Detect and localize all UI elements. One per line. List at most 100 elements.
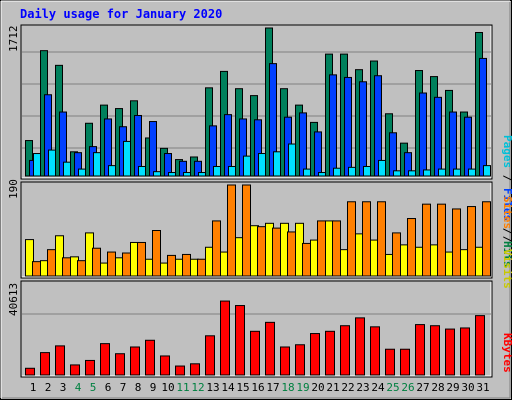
legend-mid: Sites / Visits [501, 196, 512, 289]
bar-sites-day-3 [62, 257, 71, 277]
x-tick-label: 30 [461, 381, 474, 394]
bar-sites-day-2 [47, 249, 56, 277]
bar-sites-day-11 [182, 253, 191, 277]
bar-kbytes-day-17 [265, 321, 275, 376]
bar-sites-day-12 [197, 258, 206, 277]
bar-sites-day-4 [77, 260, 86, 277]
bar-files-day-27 [419, 92, 427, 177]
bar-sites-day-10 [167, 254, 176, 277]
bar-sites-day-28 [437, 203, 446, 277]
x-tick-label: 8 [135, 381, 142, 394]
legend-top: Pages / Files / Hits [501, 135, 512, 268]
bar-sites-day-5 [92, 247, 101, 277]
bar-kbytes-day-5 [85, 359, 95, 376]
bars-layer [22, 27, 491, 376]
bar-pages-day-12 [198, 172, 206, 177]
x-tick-label: 12 [191, 381, 204, 394]
bar-kbytes-day-7 [115, 353, 125, 376]
x-tick-label: 18 [281, 381, 294, 394]
x-tick-label: 6 [105, 381, 112, 394]
legend-visits: Visits [501, 249, 512, 289]
bar-kbytes-day-6 [100, 343, 110, 376]
bar-files-day-28 [434, 96, 442, 177]
bar-pages-day-23 [363, 165, 371, 177]
bar-kbytes-day-13 [205, 335, 215, 376]
bar-sites-day-1 [32, 261, 41, 277]
bar-files-day-23 [359, 81, 367, 177]
bar-pages-day-24 [378, 159, 386, 177]
bar-pages-day-11 [183, 172, 191, 177]
bar-kbytes-day-27 [415, 324, 425, 376]
bar-sites-day-22 [347, 201, 356, 277]
x-tick-label: 7 [120, 381, 127, 394]
x-tick-label: 16 [251, 381, 264, 394]
bar-kbytes-day-31 [475, 315, 485, 376]
bar-kbytes-day-20 [310, 333, 320, 376]
bar-pages-day-7 [123, 140, 131, 177]
bar-pages-day-22 [348, 166, 356, 177]
x-tick-label: 22 [341, 381, 354, 394]
chart-title: Daily usage for January 2020 [20, 7, 222, 21]
x-tick-label: 14 [221, 381, 235, 394]
bar-pages-day-17 [273, 151, 281, 177]
bar-kbytes-day-18 [280, 346, 290, 376]
bar-sites-day-21 [332, 220, 341, 277]
bar-kbytes-day-28 [430, 325, 440, 376]
bar-pages-day-4 [78, 168, 86, 177]
bar-pages-day-16 [258, 153, 266, 177]
x-tick-label: 24 [371, 381, 385, 394]
bar-files-day-31 [479, 57, 487, 177]
bar-pages-day-9 [153, 171, 161, 177]
bar-kbytes-day-8 [130, 346, 140, 376]
x-tick-label: 2 [45, 381, 52, 394]
y-max-label-top: 1712 [7, 26, 20, 53]
x-tick-label: 4 [75, 381, 82, 394]
x-tick-label: 9 [150, 381, 157, 394]
bar-kbytes-day-3 [55, 345, 65, 376]
bar-kbytes-day-29 [445, 328, 455, 376]
bar-files-day-29 [449, 111, 457, 177]
x-tick-label: 13 [206, 381, 219, 394]
bar-files-day-9 [149, 121, 157, 177]
bar-kbytes-day-4 [70, 364, 80, 376]
bar-visits-day-1 [25, 239, 34, 277]
bar-pages-day-28 [438, 168, 446, 177]
bar-pages-day-3 [63, 161, 71, 177]
bar-kbytes-day-11 [175, 365, 185, 376]
bar-pages-day-31 [483, 165, 491, 177]
x-tick-label: 10 [161, 381, 174, 394]
x-tick-label: 20 [311, 381, 324, 394]
x-tick-label: 23 [356, 381, 369, 394]
bar-sites-day-30 [467, 206, 476, 277]
bar-sites-day-23 [362, 201, 371, 277]
bar-pages-day-13 [213, 165, 221, 177]
x-tick-label: 31 [476, 381, 489, 394]
bar-pages-day-8 [138, 165, 146, 177]
x-tick-label: 21 [326, 381, 339, 394]
bar-sites-day-17 [272, 227, 281, 277]
y-max-label-bottom: 40613 [7, 283, 20, 316]
bar-kbytes-day-9 [145, 339, 155, 376]
bar-kbytes-day-24 [370, 326, 380, 376]
bar-sites-day-15 [242, 184, 251, 277]
x-tick-label: 29 [446, 381, 459, 394]
bar-kbytes-day-22 [340, 325, 350, 376]
bar-sites-day-25 [392, 232, 401, 277]
bar-kbytes-day-21 [325, 330, 335, 376]
bar-pages-day-5 [93, 152, 101, 177]
x-tick-label: 17 [266, 381, 279, 394]
y-max-label-mid: 190 [7, 179, 20, 199]
bar-sites-day-26 [407, 218, 416, 277]
x-tick-label: 11 [176, 381, 189, 394]
x-tick-label: 3 [60, 381, 67, 394]
bar-files-day-19 [299, 112, 307, 177]
legend-files: Files [501, 188, 512, 221]
bar-files-day-22 [344, 76, 352, 177]
bar-sites-day-24 [377, 201, 386, 277]
bar-kbytes-day-15 [235, 305, 245, 376]
bar-sites-day-29 [452, 208, 461, 277]
legend-kbytes: KBytes [501, 333, 512, 373]
bar-files-day-20 [314, 131, 322, 177]
x-tick-label: 19 [296, 381, 309, 394]
bar-pages-day-6 [108, 165, 116, 177]
